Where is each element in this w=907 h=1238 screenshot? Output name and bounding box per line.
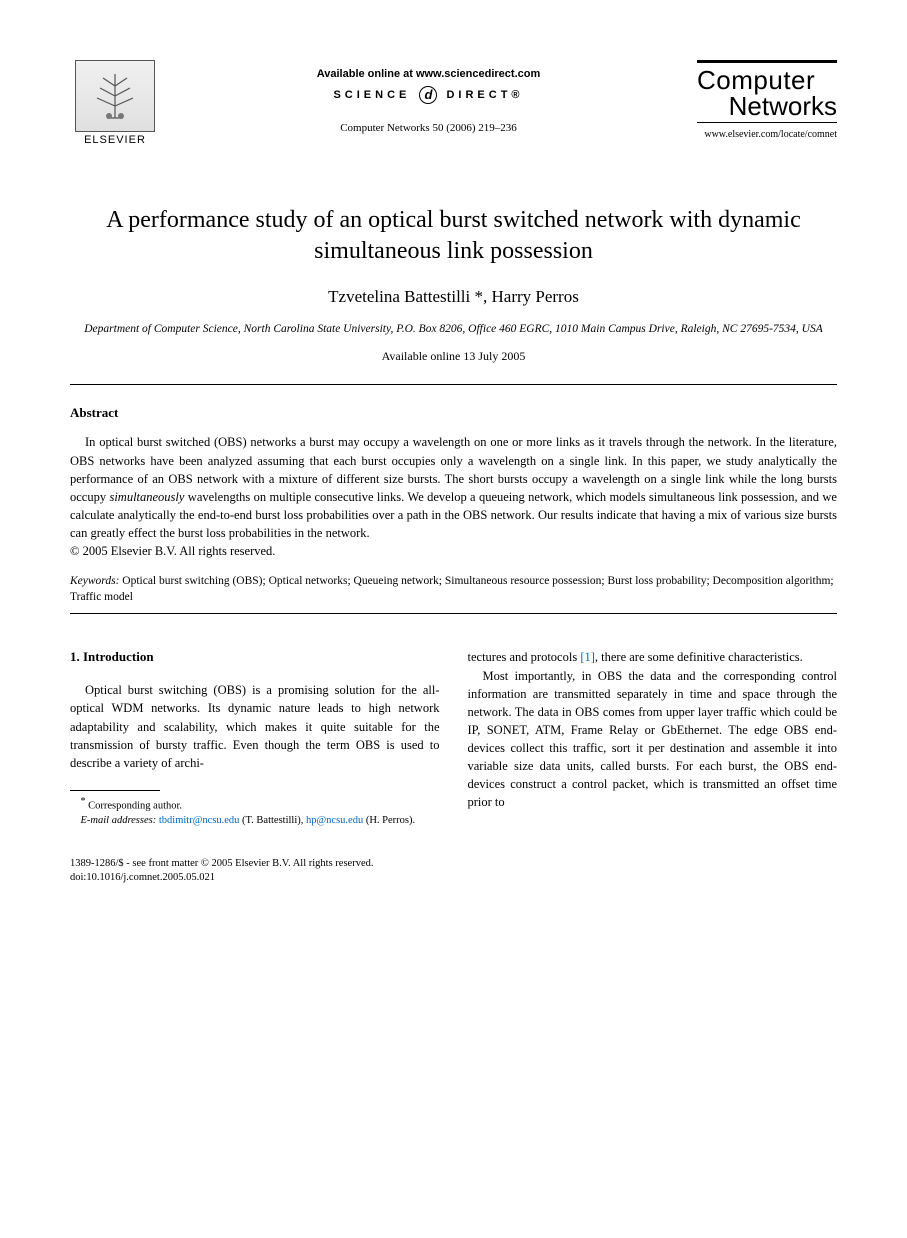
journal-logo-box: Computer Networks — [697, 60, 837, 123]
sd-left: SCIENCE — [333, 89, 410, 101]
column-right: tectures and protocols [1], there are so… — [468, 648, 838, 828]
email-2[interactable]: hp@ncsu.edu — [306, 815, 363, 826]
col1-para1: Optical burst switching (OBS) is a promi… — [70, 681, 440, 772]
science-direct-logo: SCIENCE d DIRECT® — [160, 86, 697, 104]
col2-para1: tectures and protocols [1], there are so… — [468, 648, 838, 666]
sd-at-icon: d — [419, 86, 437, 104]
keywords: Keywords: Optical burst switching (OBS);… — [70, 573, 837, 605]
column-left: 1. Introduction Optical burst switching … — [70, 648, 440, 828]
abstract-text: In optical burst switched (OBS) networks… — [70, 435, 837, 540]
journal-url: www.elsevier.com/locate/comnet — [697, 129, 837, 140]
email-1-name: (T. Battestilli), — [242, 815, 303, 826]
section-1-heading: 1. Introduction — [70, 648, 440, 667]
affiliation: Department of Computer Science, North Ca… — [70, 321, 837, 337]
email-label: E-mail addresses: — [81, 815, 157, 826]
rule-bottom — [70, 613, 837, 614]
copyright: © 2005 Elsevier B.V. All rights reserved… — [70, 544, 837, 559]
journal-logo-line1: Computer — [697, 67, 837, 93]
footnote-corresponding: * Corresponding author. — [70, 795, 440, 814]
email-1[interactable]: tbdimitr@ncsu.edu — [159, 815, 240, 826]
journal-logo: Computer Networks www.elsevier.com/locat… — [697, 60, 837, 140]
ref-1-link[interactable]: [1] — [580, 650, 595, 664]
sd-right: DIRECT® — [446, 89, 523, 101]
footer-line1: 1389-1286/$ - see front matter © 2005 El… — [70, 857, 837, 872]
corr-asterisk: * — [81, 796, 86, 807]
footer-info: 1389-1286/$ - see front matter © 2005 El… — [70, 857, 837, 886]
keywords-text: Optical burst switching (OBS); Optical n… — [70, 575, 834, 603]
available-date: Available online 13 July 2005 — [70, 349, 837, 364]
col2-para2: Most importantly, in OBS the data and th… — [468, 667, 838, 812]
footer-line2: doi:10.1016/j.comnet.2005.05.021 — [70, 871, 837, 886]
journal-logo-line2: Networks — [697, 93, 837, 123]
keywords-label: Keywords: — [70, 575, 119, 587]
elsevier-logo: ELSEVIER — [70, 60, 160, 155]
article-title: A performance study of an optical burst … — [90, 205, 817, 267]
abstract-body: In optical burst switched (OBS) networks… — [70, 433, 837, 542]
elsevier-text: ELSEVIER — [84, 134, 146, 146]
authors: Tzvetelina Battestilli *, Harry Perros — [70, 287, 837, 307]
body-columns: 1. Introduction Optical burst switching … — [70, 648, 837, 828]
email-2-name: (H. Perros). — [366, 815, 415, 826]
elsevier-tree-icon — [75, 60, 155, 132]
abstract-heading: Abstract — [70, 405, 837, 421]
journal-reference: Computer Networks 50 (2006) 219–236 — [160, 122, 697, 134]
footnote-rule — [70, 790, 160, 791]
header-row: ELSEVIER Available online at www.science… — [70, 60, 837, 155]
center-header: Available online at www.sciencedirect.co… — [160, 60, 697, 134]
corr-text: Corresponding author. — [88, 800, 182, 811]
available-online-text: Available online at www.sciencedirect.co… — [160, 68, 697, 80]
footnote-emails: E-mail addresses: tbdimitr@ncsu.edu (T. … — [70, 814, 440, 829]
rule-top — [70, 384, 837, 385]
